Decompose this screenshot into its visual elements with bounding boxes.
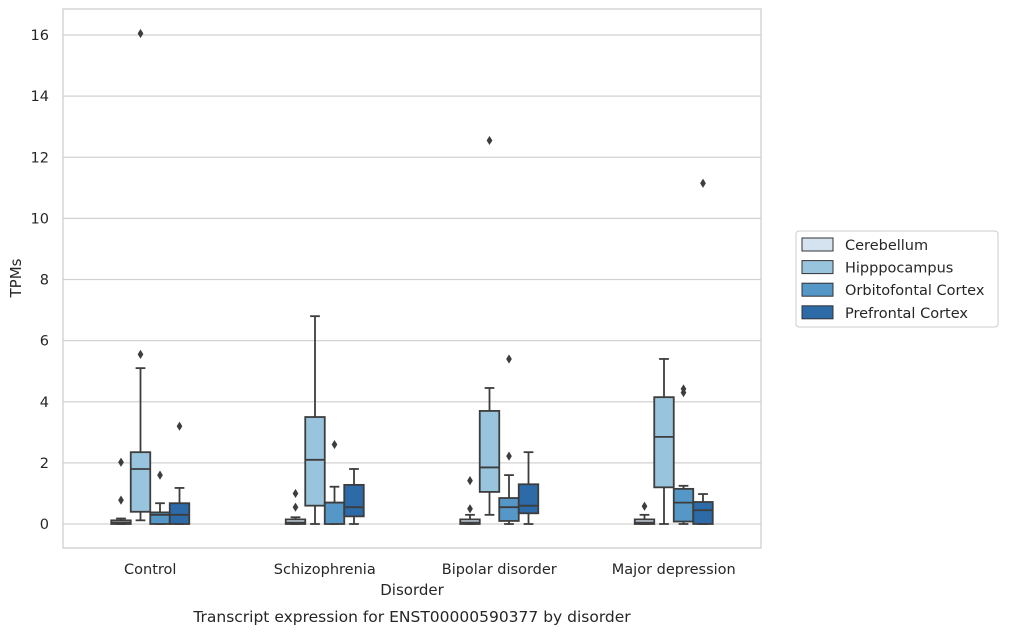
x-axis-label: Disorder xyxy=(380,581,444,599)
legend: Cerebellum Hipppocampus Orbitofontal Corte… xyxy=(795,230,999,328)
legend-swatch xyxy=(801,305,834,320)
chart-caption: Transcript expression for ENST0000059037… xyxy=(192,608,631,626)
outlier-point xyxy=(506,451,512,461)
outlier-point xyxy=(467,504,473,514)
outlier-point xyxy=(467,476,473,486)
box-group xyxy=(459,476,481,525)
outlier-point xyxy=(137,28,144,39)
box-iqr xyxy=(129,451,152,513)
x-tick-label: Control xyxy=(124,562,176,578)
box-group xyxy=(653,358,675,525)
outlier-point xyxy=(137,349,144,359)
box-group xyxy=(323,439,346,525)
x-tick-label: Schizophrenia xyxy=(274,562,376,578)
box-iqr xyxy=(343,483,365,518)
grid-lines xyxy=(63,34,761,525)
box-iqr xyxy=(304,416,326,507)
y-tick-label: 6 xyxy=(40,334,49,350)
legend-label: Prefrontal Cortex xyxy=(845,306,968,322)
y-tick-label: 0 xyxy=(40,517,49,533)
legend-label: Cerebellum xyxy=(845,238,928,254)
box-iqr xyxy=(653,396,675,489)
box-group xyxy=(284,488,307,525)
legend-label: Hipppocampus xyxy=(845,261,953,277)
outlier-point xyxy=(700,178,706,188)
box-group xyxy=(633,501,656,525)
y-tick-label: 16 xyxy=(31,28,49,44)
outlier-point xyxy=(506,354,512,364)
outlier-point xyxy=(486,135,493,146)
outlier-point xyxy=(176,421,183,431)
boxes xyxy=(110,28,714,525)
box-iqr xyxy=(517,483,540,515)
legend-frame xyxy=(795,230,999,328)
y-axis-label: TPMs xyxy=(7,258,25,298)
y-tick-label: 8 xyxy=(40,273,49,289)
box-group xyxy=(478,135,501,516)
y-tick-label: 12 xyxy=(31,150,49,166)
outlier-point xyxy=(680,384,687,394)
y-tick-label: 4 xyxy=(40,395,49,411)
box-group xyxy=(149,470,171,525)
y-tick-label: 2 xyxy=(40,456,49,472)
box-group xyxy=(129,28,152,522)
outlier-point xyxy=(641,501,648,511)
box-group xyxy=(672,384,695,525)
plot-frame xyxy=(62,8,762,549)
box-group xyxy=(110,457,132,525)
box-iqr xyxy=(478,410,501,493)
x-tick-label: Bipolar disorder xyxy=(442,562,557,578)
legend-swatch xyxy=(801,282,834,297)
box-group xyxy=(343,468,365,525)
outlier-point xyxy=(157,470,163,480)
outlier-point xyxy=(118,457,124,467)
legend-label: Orbitofontal Cortex xyxy=(845,283,985,299)
box-iqr xyxy=(672,487,695,523)
outlier-point xyxy=(292,502,299,512)
x-tick-label: Major depression xyxy=(612,562,736,578)
box-group xyxy=(517,451,540,525)
box-group xyxy=(498,354,520,525)
box-iqr xyxy=(168,502,191,525)
outlier-point xyxy=(331,439,338,450)
y-tick-label: 10 xyxy=(31,211,49,227)
box-iqr xyxy=(692,501,714,525)
box-group xyxy=(304,315,326,525)
box-group xyxy=(168,421,191,525)
outlier-point xyxy=(118,495,124,505)
box-iqr xyxy=(323,501,346,525)
box-group xyxy=(692,178,714,525)
y-axis-ticks: 0 2 4 6 8 10 12 14 16 xyxy=(31,28,49,533)
legend-swatch xyxy=(801,237,834,252)
y-tick-label: 14 xyxy=(31,89,49,105)
legend-swatch xyxy=(801,260,834,275)
x-axis-ticks: Control Schizophrenia Bipolar disorder Majo… xyxy=(124,562,736,578)
box-iqr xyxy=(498,497,520,522)
outlier-point xyxy=(292,488,299,499)
